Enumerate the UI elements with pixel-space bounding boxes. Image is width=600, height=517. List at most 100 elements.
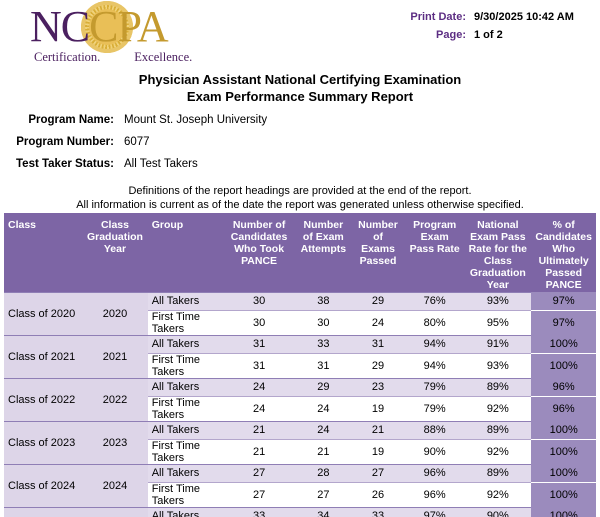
cell-national-rate: 92% bbox=[464, 481, 532, 507]
cell-grad-year: 2024 bbox=[82, 463, 148, 507]
program-info: Program Name: Mount St. Joseph Universit… bbox=[0, 109, 267, 175]
cell-group: First Time Takers bbox=[147, 481, 223, 507]
logo-text-c: C bbox=[89, 2, 118, 51]
test-taker-status-row: Test Taker Status: All Test Takers bbox=[0, 153, 267, 175]
cell-program-rate: 96% bbox=[405, 463, 465, 482]
cell-num-candidates: 31 bbox=[222, 334, 296, 353]
logo-tagline: Certification. Excellence. bbox=[34, 50, 192, 65]
table-header: Class Class Graduation Year Group Number… bbox=[4, 213, 596, 292]
table-row: Class of 2020 2020 All Takers 30 38 29 76% 93% 9… bbox=[4, 291, 596, 335]
report-note-line1: Definitions of the report headings are p… bbox=[128, 185, 472, 197]
cell-num-attempts: 33 bbox=[295, 334, 352, 353]
table-row: Class of 2023 2023 All Takers 21 24 21 88% 89% 1… bbox=[4, 420, 596, 464]
cell-num-attempts: 24 bbox=[295, 420, 352, 439]
cell-class: Class of 2022 bbox=[4, 377, 83, 421]
cell-num-candidates: 21 bbox=[222, 420, 296, 439]
cell-num-candidates: 31 bbox=[222, 352, 296, 378]
program-name-row: Program Name: Mount St. Joseph Universit… bbox=[0, 109, 267, 131]
page-title: Physician Assistant National Certifying … bbox=[0, 71, 600, 105]
cell-class: Class of 2024 bbox=[4, 463, 83, 507]
sunburst-inner-icon bbox=[89, 9, 125, 45]
cell-national-rate: 91% bbox=[464, 334, 532, 353]
test-taker-status-value: All Test Takers bbox=[124, 158, 198, 170]
cell-ultimately-passed: 96% bbox=[531, 378, 596, 396]
cell-program-rate: 94% bbox=[405, 334, 465, 353]
table-body: Class of 2020 2020 All Takers 30 38 29 76% 93% 9… bbox=[4, 291, 596, 517]
program-number-label: Program Number: bbox=[16, 136, 114, 148]
logo-tagline-right: Excellence. bbox=[134, 50, 193, 64]
cell-num-candidates: 24 bbox=[222, 377, 296, 396]
cell-program-rate: 80% bbox=[405, 309, 465, 335]
report-title-line2: Exam Performance Summary Report bbox=[186, 89, 414, 104]
cell-program-rate: 76% bbox=[405, 291, 465, 310]
cell-grad-year: 2022 bbox=[82, 377, 148, 421]
cell-num-attempts: 21 bbox=[295, 438, 352, 464]
cell-group: First Time Takers bbox=[147, 438, 223, 464]
cell-num-passed: 31 bbox=[351, 334, 405, 353]
logo-tagline-left: Certification. bbox=[34, 50, 101, 64]
cell-program-rate: 79% bbox=[405, 395, 465, 421]
cell-group: All Takers bbox=[147, 506, 223, 517]
cell-national-rate: 93% bbox=[464, 291, 532, 310]
cell-national-rate: 89% bbox=[464, 377, 532, 396]
cell-program-rate: 90% bbox=[405, 438, 465, 464]
cell-num-candidates: 33 bbox=[222, 506, 296, 517]
cell-num-attempts: 30 bbox=[295, 309, 352, 335]
column-header-class: Class bbox=[4, 213, 83, 292]
page-value: 1 of 2 bbox=[474, 29, 503, 41]
cell-group: All Takers bbox=[147, 420, 223, 439]
program-number-row: Program Number: 6077 bbox=[0, 131, 267, 153]
cell-num-attempts: 27 bbox=[295, 481, 352, 507]
cell-group: First Time Takers bbox=[147, 352, 223, 378]
cell-grad-year: 2025 bbox=[82, 506, 148, 517]
print-date-label: Print Date: bbox=[410, 11, 466, 23]
cell-group: First Time Takers bbox=[147, 395, 223, 421]
cell-grad-year: 2023 bbox=[82, 420, 148, 464]
cell-num-attempts: 24 bbox=[295, 395, 352, 421]
cell-program-rate: 94% bbox=[405, 352, 465, 378]
test-taker-status-label: Test Taker Status: bbox=[16, 158, 114, 170]
cell-national-rate: 89% bbox=[464, 463, 532, 482]
cell-num-attempts: 38 bbox=[295, 291, 352, 310]
logo-text-nc: NC bbox=[30, 2, 90, 51]
cell-class: Class of 2020 bbox=[4, 291, 83, 335]
logo-text-pa: PA bbox=[117, 2, 168, 51]
cell-num-passed: 26 bbox=[351, 481, 405, 507]
cell-num-passed: 19 bbox=[351, 438, 405, 464]
cell-ultimately-passed: 100% bbox=[531, 421, 596, 439]
cell-grad-year: 2021 bbox=[82, 334, 148, 378]
cell-num-passed: 21 bbox=[351, 420, 405, 439]
cell-num-attempts: 34 bbox=[295, 506, 352, 517]
cell-num-attempts: 31 bbox=[295, 352, 352, 378]
cell-program-rate: 97% bbox=[405, 506, 465, 517]
column-header-grad-year: Class Graduation Year bbox=[82, 213, 148, 292]
cell-national-rate: 92% bbox=[464, 395, 532, 421]
print-date-value: 9/30/2025 10:42 AM bbox=[474, 11, 574, 23]
cell-ultimately-passed: 100% bbox=[531, 464, 596, 482]
cell-num-passed: 33 bbox=[351, 506, 405, 517]
program-number-value: 6077 bbox=[124, 136, 150, 148]
cell-class: Class of 2023 bbox=[4, 420, 83, 464]
report-note: Definitions of the report headings are p… bbox=[0, 184, 600, 212]
table-row: First Time Takers 31 31 29 94% 93% 100% bbox=[4, 352, 596, 378]
cell-grad-year: 2020 bbox=[82, 291, 148, 335]
column-header-national-rate: National Exam Pass Rate for the Class Gr… bbox=[464, 213, 532, 292]
cell-num-candidates: 30 bbox=[222, 309, 296, 335]
cell-num-passed: 23 bbox=[351, 377, 405, 396]
performance-summary-table: Class Class Graduation Year Group Number… bbox=[4, 213, 596, 517]
cell-program-rate: 88% bbox=[405, 420, 465, 439]
cell-ultimately-passed: 100% bbox=[531, 481, 596, 507]
cell-group: All Takers bbox=[147, 291, 223, 310]
cell-class: Class of 2021 bbox=[4, 334, 83, 378]
cell-ultimately-passed: 97% bbox=[531, 292, 596, 310]
cell-national-rate: 93% bbox=[464, 352, 532, 378]
cell-group: All Takers bbox=[147, 334, 223, 353]
column-header-num-candidates: Number of Candidates Who Took PANCE bbox=[222, 213, 296, 292]
cell-group: First Time Takers bbox=[147, 309, 223, 335]
cell-num-passed: 19 bbox=[351, 395, 405, 421]
print-date-row: Print Date: 9/30/2025 10:42 AM bbox=[404, 8, 584, 26]
cell-num-attempts: 28 bbox=[295, 463, 352, 482]
nccpa-logo: NCCPA Certification. Excellence. bbox=[30, 1, 210, 66]
cell-ultimately-passed: 100% bbox=[531, 352, 596, 378]
